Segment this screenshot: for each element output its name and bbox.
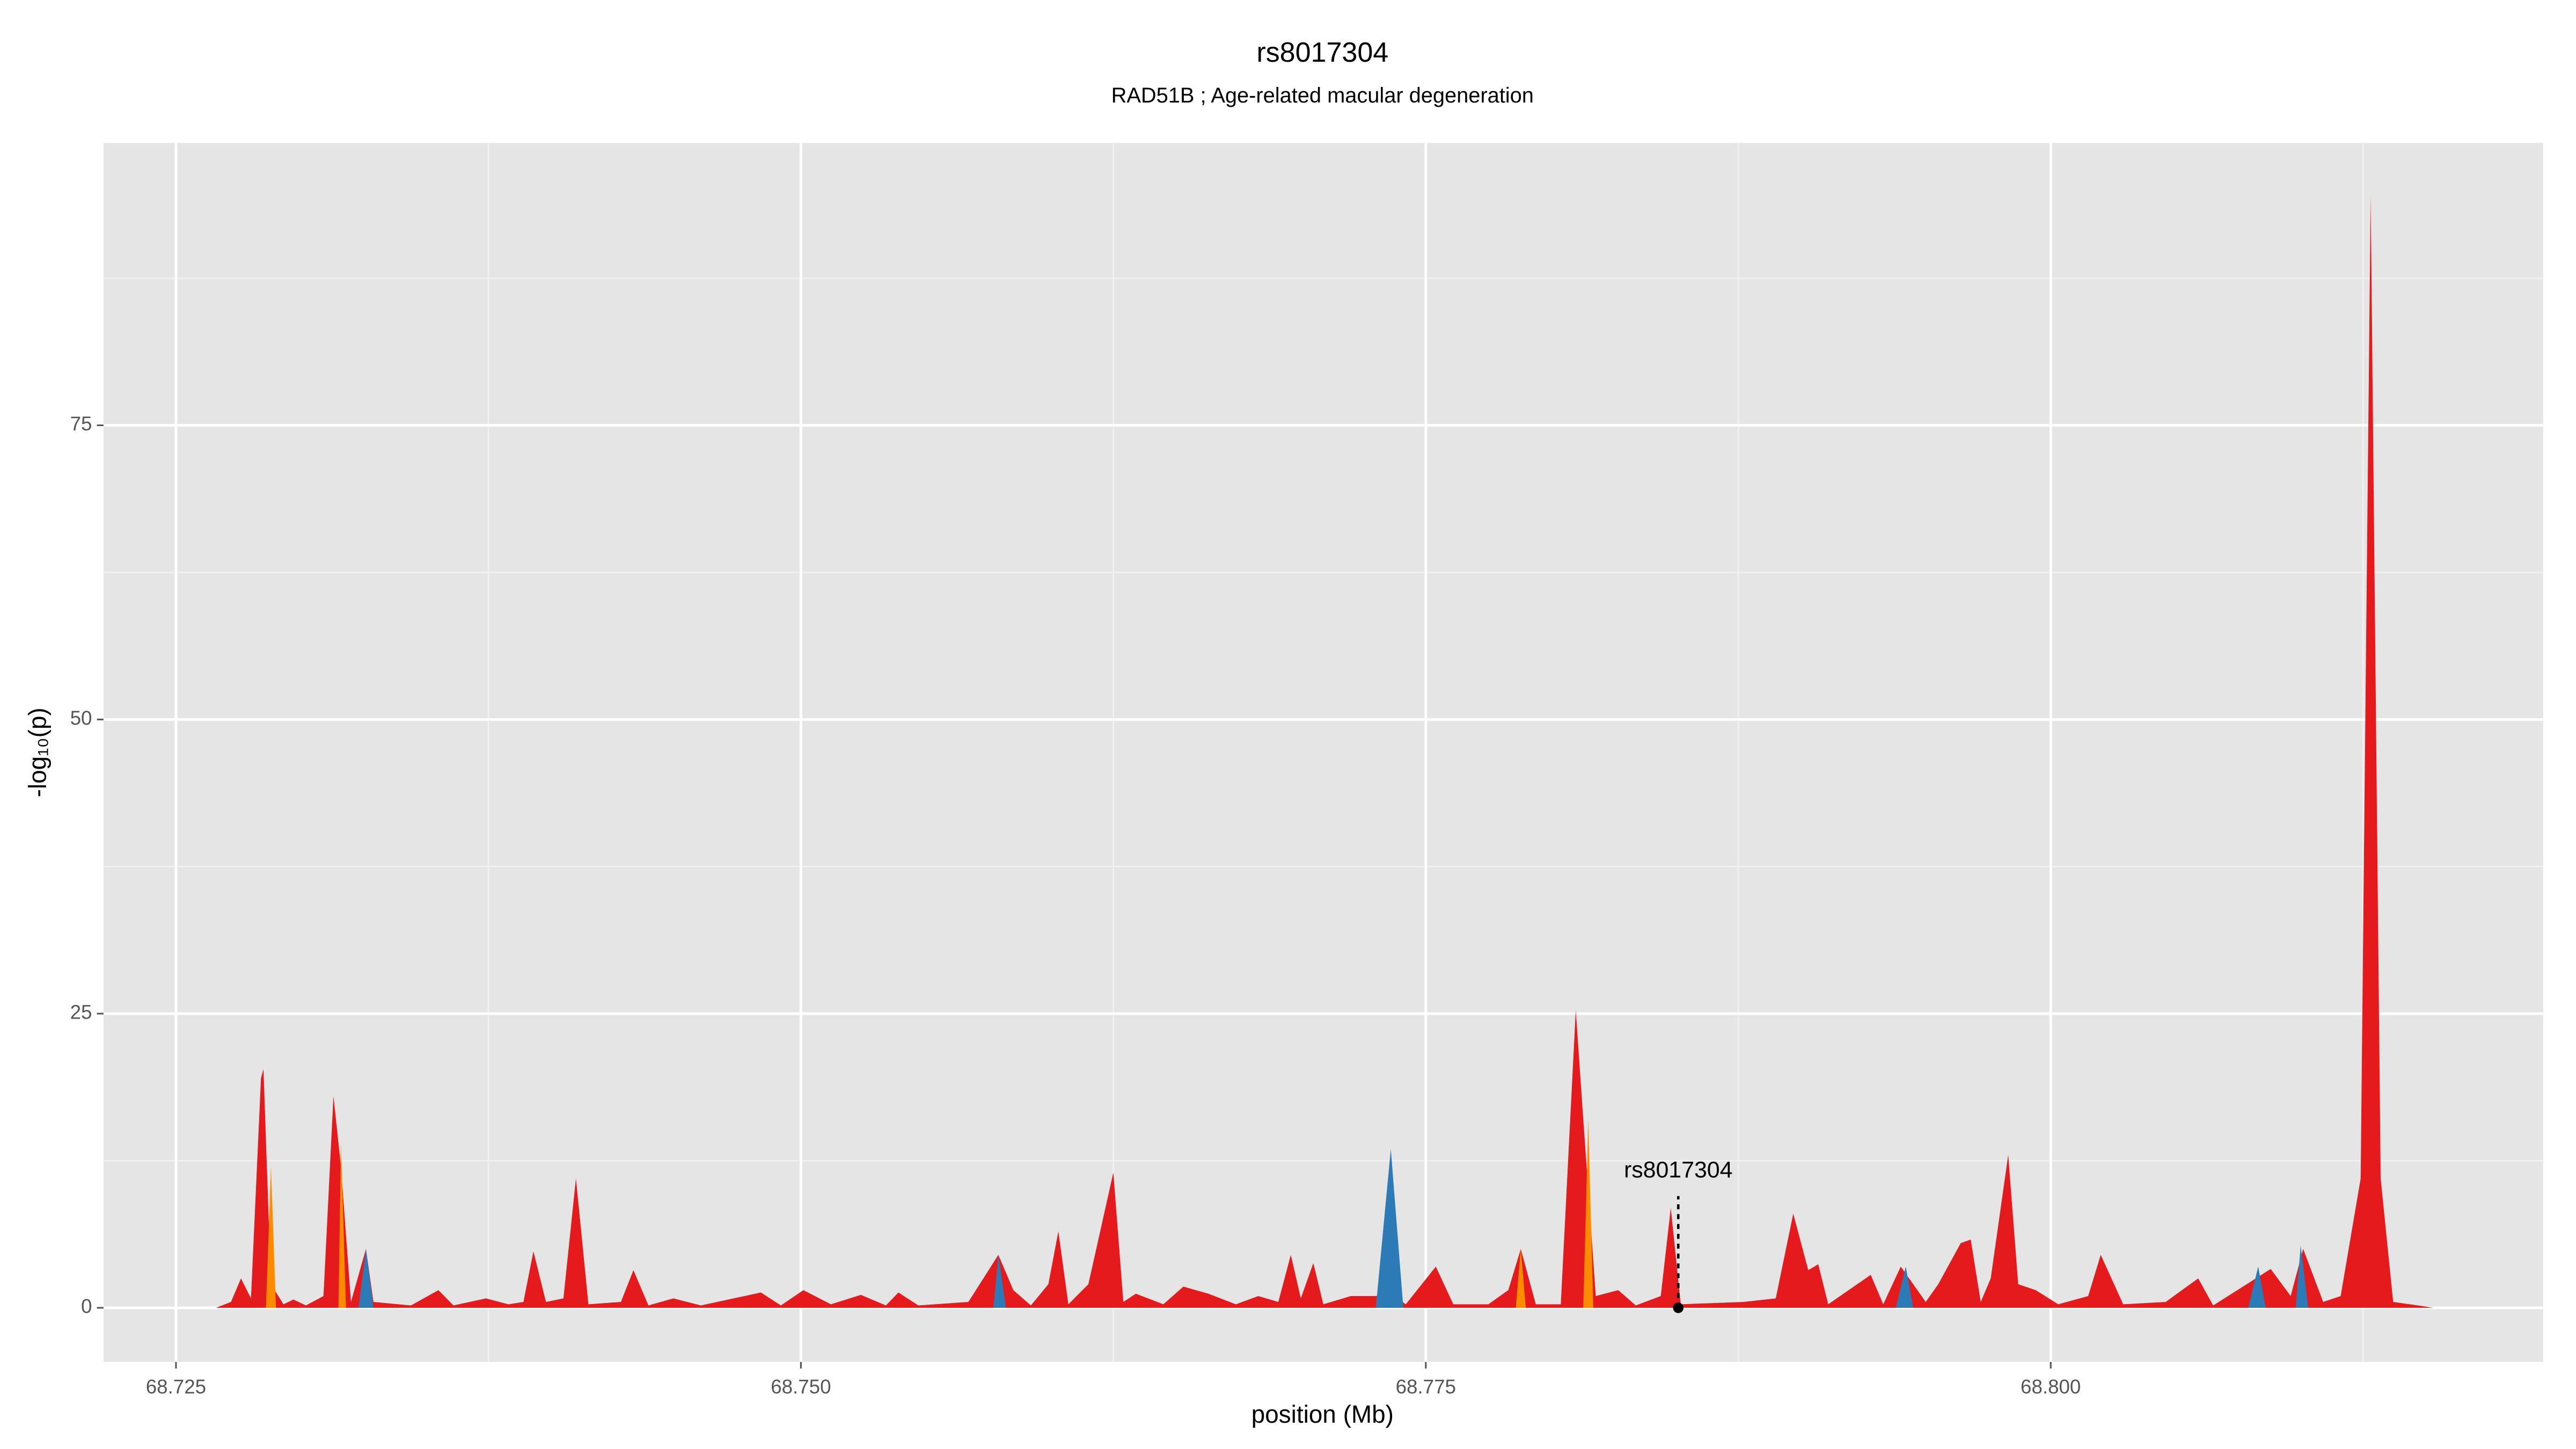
x-tick-label: 68.750 (771, 1375, 831, 1397)
annotation-label: rs8017304 (1624, 1157, 1732, 1183)
chart-title: rs8017304 (1256, 37, 1388, 68)
y-tick-label: 50 (70, 707, 92, 729)
y-axis-label: -log₁₀(p) (24, 707, 52, 797)
x-tick-label: 68.800 (2021, 1375, 2081, 1397)
annotation-point (1673, 1302, 1684, 1313)
chart-subtitle: RAD51B ; Age-related macular degeneratio… (1111, 84, 1534, 107)
y-tick-label: 25 (70, 1001, 92, 1023)
y-tick-label: 0 (81, 1296, 92, 1318)
x-axis-label: position (Mb) (1252, 1400, 1394, 1428)
x-tick-label: 68.725 (146, 1375, 206, 1397)
x-tick-label: 68.775 (1396, 1375, 1456, 1397)
plot-background (103, 143, 2543, 1362)
labels: 68.725 68.750 68.775 68.800 0 25 50 75 rs8017304 (70, 413, 2081, 1397)
y-tick-label: 75 (70, 413, 92, 435)
